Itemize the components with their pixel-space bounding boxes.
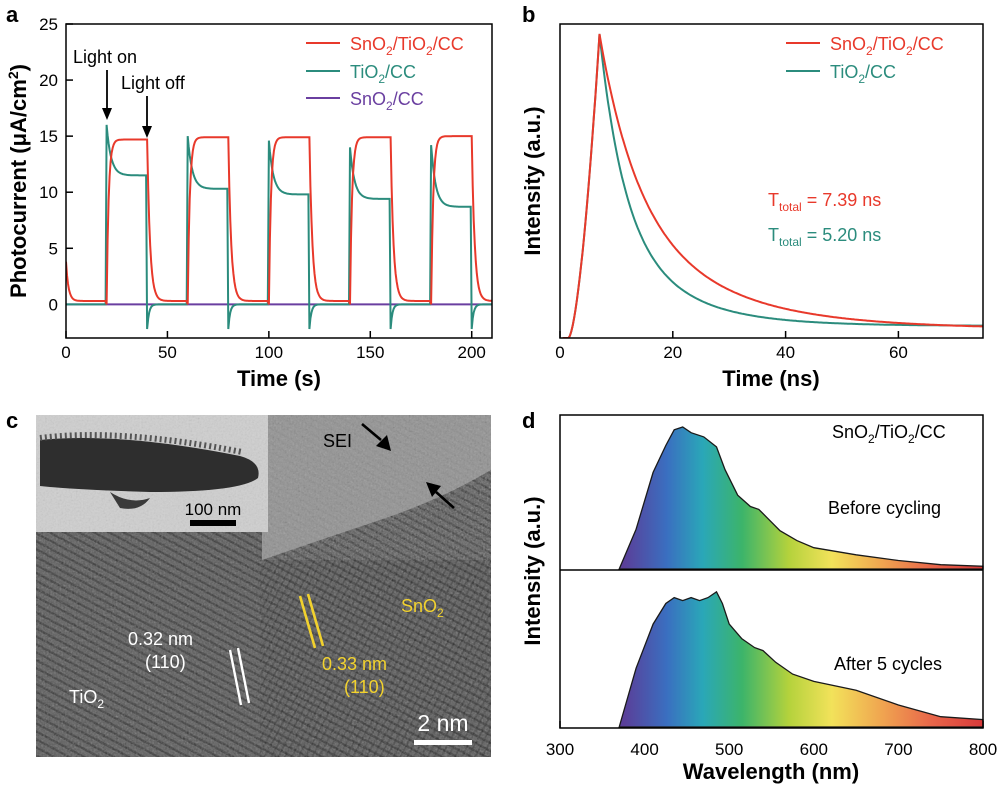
after-5-cycles-label: After 5 cycles — [834, 654, 942, 674]
a-ytick-label: 15 — [39, 127, 58, 146]
a-xtick-label: 150 — [356, 343, 384, 362]
panel-a-ylabel: Photocurrent (μA/cm2) — [5, 64, 31, 298]
spectrum-before-cycling — [618, 426, 984, 570]
annotation-light-off: Light off — [121, 73, 186, 93]
d-xtick-label: 600 — [800, 740, 828, 759]
panel-b-legend: SnO2/TiO2/CC TiO2/CC — [786, 34, 944, 86]
d-xtick-label: 700 — [884, 740, 912, 759]
a-xtick-label: 100 — [255, 343, 283, 362]
tio2-spacing-label: 0.32 nm — [128, 629, 193, 649]
a-ytick-label: 20 — [39, 71, 58, 90]
b-xtick-label: 60 — [889, 343, 908, 362]
decay-curve-sno2-tio2-cc — [562, 33, 983, 338]
sno2-hkl-label: (110) — [344, 677, 385, 697]
panel-a-frame — [65, 23, 493, 339]
panel-label-b: b — [522, 2, 535, 27]
panel-d-ticks: 300 400 500 600 700 800 — [546, 721, 997, 759]
legend-sno2-tio2-cc: SnO2/TiO2/CC — [350, 34, 464, 58]
sno2-lattice-marks — [298, 593, 325, 649]
panel-d-xlabel: Wavelength (nm) — [683, 759, 859, 784]
lifetime-sno2-tio2-cc: Ttotal = 7.39 ns — [768, 190, 881, 214]
panel-d-frame — [559, 414, 984, 729]
b-xtick-label: 20 — [663, 343, 682, 362]
panel-a-legend: SnO2/TiO2/CC TiO2/CC SnO2/CC — [306, 34, 464, 113]
lifetime-tio2-cc: Ttotal = 5.20 ns — [768, 225, 881, 249]
legend-sno2-cc: SnO2/CC — [350, 89, 424, 113]
sei-arrows — [361, 423, 455, 509]
a-xtick-label: 200 — [458, 343, 486, 362]
annotation-arrows — [102, 70, 152, 138]
panel-b-frame — [559, 23, 984, 339]
tem-inset: 100 nm — [36, 415, 268, 532]
a-ytick-label: 10 — [39, 183, 58, 202]
panel-b-ylabel: Intensity (a.u.) — [520, 106, 545, 255]
panel-d-ylabel: Intensity (a.u.) — [520, 496, 545, 645]
a-ytick-label: 25 — [39, 15, 58, 34]
tio2-hkl-label: (110) — [145, 652, 186, 672]
spectrum-after-5-cycles — [618, 590, 984, 728]
a-xtick-label: 0 — [61, 343, 70, 362]
before-cycling-label: Before cycling — [828, 498, 941, 518]
panel-label-d: d — [522, 408, 535, 433]
d-xtick-label: 400 — [630, 740, 658, 759]
d-xtick-label: 500 — [715, 740, 743, 759]
series-line-tio2-cc — [66, 124, 492, 330]
panel-b-ticks: 0 20 40 60 — [555, 331, 908, 362]
panel-d-chart: 300 400 500 600 700 800 — [546, 414, 997, 759]
legend-b-sno2-tio2-cc: SnO2/TiO2/CC — [830, 34, 944, 58]
main-scale-label: 2 nm — [417, 710, 468, 736]
inset-scale-bar — [190, 520, 236, 526]
a-xtick-label: 50 — [158, 343, 177, 362]
d-xtick-label: 300 — [546, 740, 574, 759]
tio2-lattice-marks — [228, 647, 251, 706]
annotation-light-on: Light on — [73, 47, 137, 67]
a-ytick-label: 5 — [49, 239, 58, 258]
a-ytick-label: 0 — [49, 295, 58, 314]
panel-d-title: SnO2/TiO2/CC — [832, 422, 946, 446]
b-xtick-label: 40 — [776, 343, 795, 362]
sno2-label: SnO2 — [401, 596, 444, 620]
panel-a-xlabel: Time (s) — [237, 366, 321, 391]
tio2-label: TiO2 — [69, 687, 104, 711]
inset-scale-label: 100 nm — [185, 500, 242, 519]
legend-b-tio2-cc: TiO2/CC — [830, 62, 896, 86]
nanofiber-image — [40, 438, 259, 492]
legend-tio2-cc: TiO2/CC — [350, 62, 416, 86]
decay-curve-tio2-cc — [562, 33, 983, 338]
sno2-spacing-label: 0.33 nm — [322, 654, 387, 674]
panel-label-c: c — [6, 408, 18, 433]
panel-label-a: a — [6, 2, 19, 27]
panel-a-chart: 0 50 100 150 200 0 5 10 15 20 25 — [39, 15, 493, 362]
panel-b-xlabel: Time (ns) — [722, 366, 819, 391]
sei-label: SEI — [323, 431, 352, 451]
series-line-sno2-tio2-cc — [66, 135, 492, 305]
panel-b-chart: 0 20 40 60 — [555, 23, 984, 362]
main-scale-bar — [414, 740, 472, 745]
b-xtick-label: 0 — [555, 343, 564, 362]
d-xtick-label: 800 — [969, 740, 997, 759]
